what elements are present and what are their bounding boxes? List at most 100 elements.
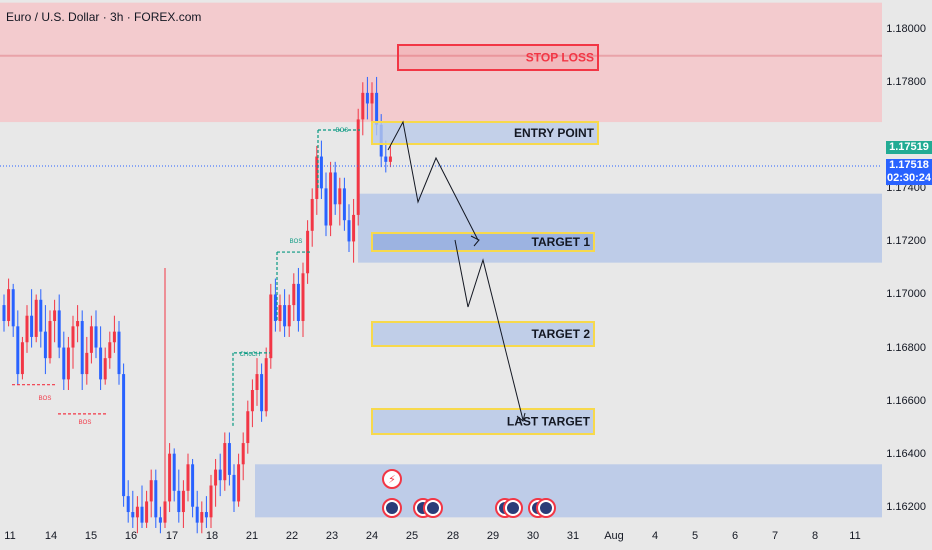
event-flag-icon xyxy=(503,498,523,518)
structure-label: BOS xyxy=(79,420,92,426)
candle-body xyxy=(85,352,89,375)
candle-body xyxy=(287,305,291,327)
time-tick-label: 28 xyxy=(446,530,460,542)
bid-price-tag: 1.17518 xyxy=(886,159,932,172)
structure-label: BOS xyxy=(336,128,349,134)
time-tick-label: 4 xyxy=(651,530,659,542)
target-zone-lower xyxy=(255,464,882,518)
time-tick-label: 25 xyxy=(405,530,419,542)
price-tick-label: 1.16800 xyxy=(886,341,926,354)
structure-label: BOS xyxy=(39,396,52,402)
candle-body xyxy=(278,305,282,322)
candle-body xyxy=(214,469,218,486)
target-2-box xyxy=(371,321,595,347)
candle-body xyxy=(218,469,222,481)
candle-body xyxy=(356,119,360,215)
ask-price-tag: 1.17519 xyxy=(886,141,932,154)
candle-body xyxy=(145,501,149,523)
event-flash-icon xyxy=(382,469,402,489)
candle-body xyxy=(89,326,93,353)
candle-body xyxy=(315,156,319,199)
candle-body xyxy=(80,321,84,375)
candle-body xyxy=(39,299,43,332)
candle-body xyxy=(25,315,29,343)
target-1-label: TARGET 1 xyxy=(532,235,591,249)
time-tick-label: 24 xyxy=(365,530,379,542)
event-flag-icon xyxy=(423,498,443,518)
time-tick-label: 15 xyxy=(84,530,98,542)
arrow-head xyxy=(470,235,480,247)
lightning-icon: ⚡ xyxy=(388,473,396,486)
time-tick-label: 11 xyxy=(849,530,861,542)
time-tick-label: 30 xyxy=(526,530,540,542)
symbol-title: Euro / U.S. Dollar · 3h · FOREX.com xyxy=(6,10,202,24)
last-target-box xyxy=(371,408,595,435)
candle-body xyxy=(94,326,98,348)
candle-body xyxy=(227,443,231,475)
candle-body xyxy=(195,506,199,523)
candle-body xyxy=(292,283,296,306)
candle-body xyxy=(43,331,47,359)
candle-body xyxy=(388,156,392,162)
structure-label: CHoCH xyxy=(240,352,261,358)
stop-loss-box xyxy=(397,44,599,71)
candle-body xyxy=(361,92,365,120)
candle-body xyxy=(232,474,236,502)
candle-body xyxy=(329,172,333,226)
structure-label: BOS xyxy=(290,239,303,245)
candle-body xyxy=(255,374,259,390)
candle-body xyxy=(168,453,172,502)
price-tick-label: 1.17000 xyxy=(886,288,926,301)
candle-body xyxy=(154,480,158,518)
candle-body xyxy=(103,358,107,380)
candle-body xyxy=(11,289,15,327)
candle-body xyxy=(181,490,185,513)
candle-body xyxy=(246,411,250,444)
candle-body xyxy=(108,342,112,359)
time-tick-label: 16 xyxy=(124,530,138,542)
candle-body xyxy=(131,512,135,518)
event-flag-icon xyxy=(382,498,402,518)
candle-body xyxy=(352,214,356,242)
time-tick-label: 14 xyxy=(44,530,58,542)
candle-body xyxy=(7,289,11,322)
candle-body xyxy=(264,358,268,412)
candle-body xyxy=(99,347,103,380)
candle-body xyxy=(200,512,204,523)
time-tick-label: 8 xyxy=(811,530,819,542)
candle-body xyxy=(122,374,126,497)
candle-body xyxy=(140,506,144,523)
candle-body xyxy=(333,172,337,205)
candle-body xyxy=(283,305,287,327)
candle-body xyxy=(241,443,245,465)
candle-body xyxy=(375,92,379,125)
candle-body xyxy=(296,283,300,322)
time-tick-label: 5 xyxy=(691,530,699,542)
candle-body xyxy=(204,512,208,518)
time-tick-label: 29 xyxy=(486,530,500,542)
time-tick-label: 21 xyxy=(245,530,259,542)
entry-point-label: ENTRY POINT xyxy=(514,126,595,140)
price-tick-label: 1.17400 xyxy=(886,182,926,195)
price-tick-label: 1.17200 xyxy=(886,235,926,248)
candle-body xyxy=(172,453,176,491)
target-2-label: TARGET 2 xyxy=(532,327,591,341)
candle-body xyxy=(76,321,80,327)
candle-body xyxy=(324,188,328,226)
stop-loss-zone xyxy=(0,2,882,123)
candle-body xyxy=(57,310,61,348)
event-flag-icon xyxy=(536,498,556,518)
candle-body xyxy=(338,188,342,205)
arrow-head xyxy=(516,412,526,422)
candle-body xyxy=(20,342,24,375)
candle-body xyxy=(186,464,190,491)
candle-body xyxy=(370,92,374,104)
candle-body xyxy=(71,326,75,348)
candle-body xyxy=(269,294,273,359)
candle-body xyxy=(177,490,181,513)
price-tick-label: 1.17800 xyxy=(886,76,926,89)
candle-body xyxy=(365,92,369,104)
last-target-label: LAST TARGET xyxy=(507,415,591,429)
candle-body xyxy=(158,517,162,523)
